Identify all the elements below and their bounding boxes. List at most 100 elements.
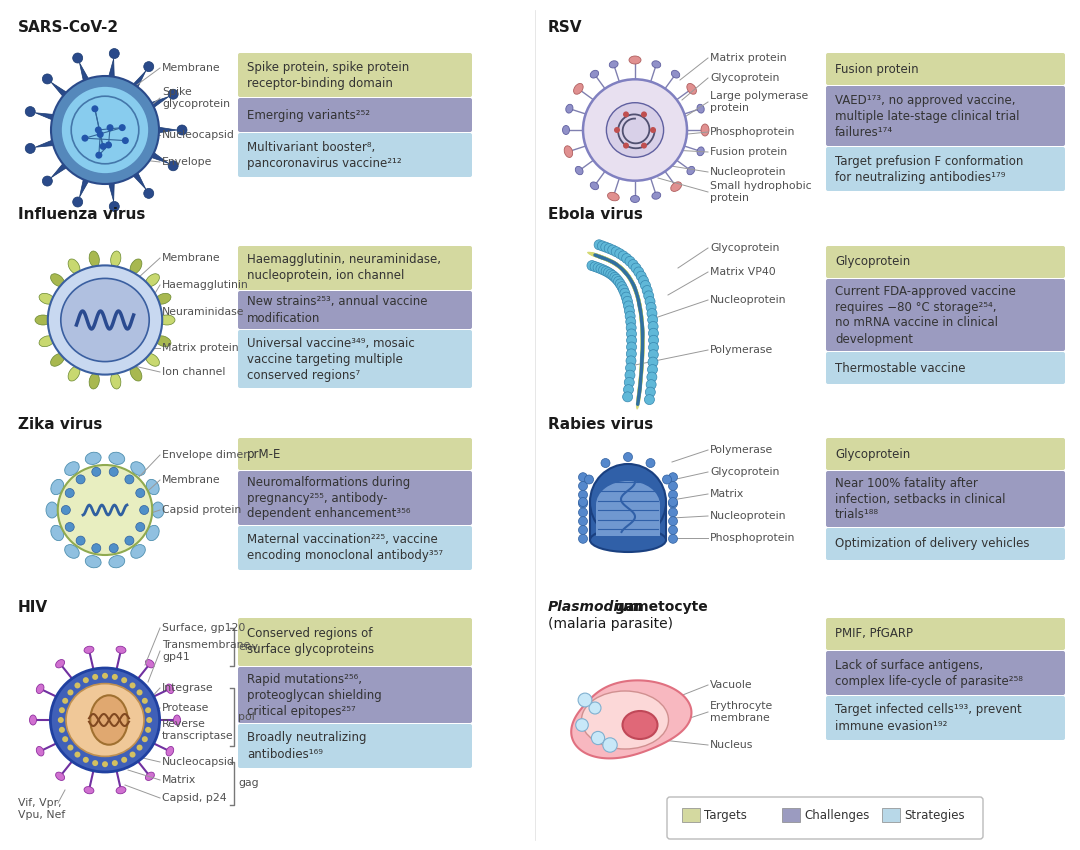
Circle shape bbox=[146, 717, 152, 723]
Circle shape bbox=[67, 689, 73, 695]
Text: Nucleus: Nucleus bbox=[710, 740, 754, 750]
Text: Multivariant booster⁸,
pancoronavirus vaccine²¹²: Multivariant booster⁸, pancoronavirus va… bbox=[247, 140, 402, 169]
Circle shape bbox=[42, 176, 52, 186]
Ellipse shape bbox=[60, 86, 149, 174]
FancyBboxPatch shape bbox=[882, 808, 900, 822]
Circle shape bbox=[579, 490, 588, 499]
Circle shape bbox=[646, 458, 654, 468]
Text: Glycoprotein: Glycoprotein bbox=[710, 243, 780, 253]
Ellipse shape bbox=[84, 786, 94, 794]
Circle shape bbox=[669, 525, 677, 535]
Polygon shape bbox=[51, 82, 73, 103]
Circle shape bbox=[593, 263, 603, 273]
Text: Transmembrane,
gp41: Transmembrane, gp41 bbox=[162, 640, 254, 662]
Polygon shape bbox=[80, 63, 93, 88]
Ellipse shape bbox=[639, 365, 644, 382]
Circle shape bbox=[92, 544, 100, 552]
Ellipse shape bbox=[90, 251, 99, 267]
Circle shape bbox=[58, 717, 64, 723]
Text: Phosphoprotein: Phosphoprotein bbox=[710, 127, 795, 137]
Ellipse shape bbox=[598, 256, 616, 264]
Circle shape bbox=[576, 719, 589, 731]
Ellipse shape bbox=[130, 366, 141, 381]
Text: Haemagglutinin: Haemagglutinin bbox=[162, 280, 248, 290]
Circle shape bbox=[638, 275, 648, 286]
Circle shape bbox=[642, 111, 647, 117]
Ellipse shape bbox=[597, 255, 615, 263]
Ellipse shape bbox=[110, 251, 121, 267]
Ellipse shape bbox=[146, 274, 160, 286]
Circle shape bbox=[623, 384, 634, 394]
Circle shape bbox=[600, 242, 611, 252]
Circle shape bbox=[608, 270, 618, 280]
Ellipse shape bbox=[116, 646, 126, 654]
Text: Matrix VP40: Matrix VP40 bbox=[710, 267, 775, 277]
Circle shape bbox=[75, 751, 80, 757]
Circle shape bbox=[603, 738, 617, 752]
Text: Plasmodium: Plasmodium bbox=[548, 600, 644, 614]
Text: Fusion protein: Fusion protein bbox=[710, 147, 787, 157]
Ellipse shape bbox=[636, 292, 642, 309]
Ellipse shape bbox=[637, 298, 643, 316]
Circle shape bbox=[130, 751, 136, 757]
Ellipse shape bbox=[576, 167, 583, 175]
Circle shape bbox=[99, 143, 107, 150]
Circle shape bbox=[579, 517, 588, 525]
FancyBboxPatch shape bbox=[826, 352, 1065, 384]
FancyBboxPatch shape bbox=[826, 696, 1065, 740]
Ellipse shape bbox=[671, 182, 681, 191]
Ellipse shape bbox=[605, 258, 621, 267]
Text: Matrix protein: Matrix protein bbox=[162, 343, 239, 353]
FancyBboxPatch shape bbox=[238, 246, 472, 290]
Circle shape bbox=[590, 262, 600, 272]
Text: Membrane: Membrane bbox=[162, 63, 220, 73]
Text: Envelope dimer: Envelope dimer bbox=[162, 450, 247, 460]
Circle shape bbox=[25, 106, 36, 116]
Ellipse shape bbox=[39, 336, 54, 347]
Circle shape bbox=[59, 727, 65, 733]
Ellipse shape bbox=[590, 252, 606, 259]
Circle shape bbox=[625, 311, 635, 321]
Circle shape bbox=[631, 264, 642, 273]
Circle shape bbox=[647, 309, 657, 319]
Circle shape bbox=[62, 506, 70, 514]
Polygon shape bbox=[590, 502, 666, 540]
Text: Targets: Targets bbox=[704, 808, 747, 821]
Polygon shape bbox=[127, 71, 146, 94]
Ellipse shape bbox=[638, 372, 643, 390]
Circle shape bbox=[589, 702, 600, 714]
Text: Matrix: Matrix bbox=[710, 489, 744, 499]
Ellipse shape bbox=[606, 258, 622, 268]
Circle shape bbox=[95, 151, 103, 159]
Ellipse shape bbox=[590, 528, 666, 552]
Ellipse shape bbox=[51, 479, 64, 495]
Circle shape bbox=[95, 127, 102, 133]
Ellipse shape bbox=[84, 646, 94, 654]
Text: pol: pol bbox=[238, 712, 255, 722]
Circle shape bbox=[119, 124, 125, 131]
Text: Capsid, p24: Capsid, p24 bbox=[162, 793, 227, 803]
Circle shape bbox=[112, 760, 118, 766]
Ellipse shape bbox=[632, 280, 639, 297]
Ellipse shape bbox=[131, 462, 146, 475]
Polygon shape bbox=[51, 157, 73, 178]
Circle shape bbox=[76, 536, 85, 545]
Ellipse shape bbox=[609, 60, 618, 68]
Circle shape bbox=[92, 760, 98, 766]
Ellipse shape bbox=[640, 353, 644, 371]
Ellipse shape bbox=[640, 326, 645, 345]
Ellipse shape bbox=[90, 373, 99, 389]
FancyBboxPatch shape bbox=[667, 797, 983, 839]
Text: Haemagglutinin, neuraminidase,
nucleoprotein, ion channel: Haemagglutinin, neuraminidase, nucleopro… bbox=[247, 253, 441, 282]
Text: Spike
glycoprotein: Spike glycoprotein bbox=[162, 88, 230, 109]
Ellipse shape bbox=[638, 370, 643, 388]
Ellipse shape bbox=[51, 76, 159, 184]
Circle shape bbox=[626, 356, 636, 366]
Ellipse shape bbox=[687, 83, 697, 94]
Circle shape bbox=[624, 306, 634, 316]
Ellipse shape bbox=[37, 746, 44, 756]
Circle shape bbox=[608, 245, 618, 255]
Circle shape bbox=[615, 249, 624, 258]
Circle shape bbox=[92, 105, 98, 112]
Ellipse shape bbox=[638, 300, 643, 318]
